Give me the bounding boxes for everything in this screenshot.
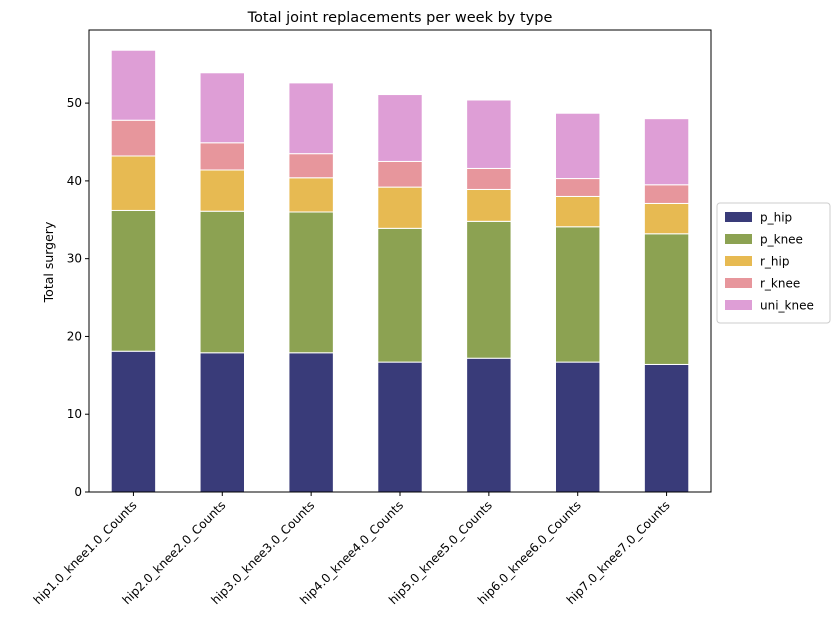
- y-axis-label: Total surgery: [41, 221, 56, 303]
- bar-uni_knee-6: [555, 112, 601, 180]
- bar-p_knee-4: [377, 227, 423, 363]
- bar-p_knee-5: [466, 220, 512, 359]
- bar-p_hip-7: [643, 363, 690, 493]
- x-tick-label: hip4.0_knee4.0_Counts: [297, 498, 406, 607]
- x-tick-label: hip7.0_knee7.0_Counts: [564, 498, 673, 607]
- bar-r_hip-7: [643, 202, 690, 235]
- bar-r_knee-3: [288, 153, 334, 179]
- bar-uni_knee-3: [288, 82, 334, 155]
- y-tick-label: 10: [67, 407, 82, 421]
- legend-label-p_knee: p_knee: [760, 233, 803, 247]
- y-tick-label: 50: [67, 96, 82, 110]
- x-tick-label: hip6.0_knee6.0_Counts: [475, 498, 584, 607]
- bars-layer: [110, 49, 690, 493]
- bar-uni_knee-4: [377, 94, 423, 162]
- legend-box: [716, 202, 831, 324]
- bar-r_knee-6: [555, 178, 601, 197]
- legend-label-r_hip: r_hip: [760, 255, 790, 269]
- x-tick-label: hip5.0_knee5.0_Counts: [386, 498, 495, 607]
- legend: p_hip p_knee r_hip r_knee uni_knee: [716, 202, 831, 324]
- x-tick-label: hip2.0_knee2.0_Counts: [120, 498, 229, 607]
- y-tick-label: 0: [74, 485, 82, 499]
- bar-p_knee-7: [643, 233, 690, 365]
- chart-title: Total joint replacements per week by typ…: [247, 10, 553, 26]
- y-tick-label: 30: [67, 252, 82, 266]
- legend-swatch-r_hip: [725, 256, 752, 266]
- bar-uni_knee-1: [110, 49, 157, 121]
- bar-uni_knee-5: [466, 99, 512, 169]
- bar-p_hip-5: [466, 357, 512, 493]
- bar-r_hip-5: [466, 188, 512, 222]
- bar-r_knee-2: [199, 142, 245, 171]
- bar-p_knee-1: [110, 209, 157, 352]
- x-axis: hip1.0_knee1.0_Countship2.0_knee2.0_Coun…: [31, 492, 673, 607]
- x-tick-label: hip3.0_knee3.0_Counts: [208, 498, 317, 607]
- legend-swatch-r_knee: [725, 278, 752, 288]
- legend-label-r_knee: r_knee: [760, 277, 800, 291]
- bar-r_knee-7: [643, 184, 690, 204]
- bar-p_hip-2: [199, 352, 245, 493]
- x-tick-label: hip1.0_knee1.0_Counts: [31, 498, 140, 607]
- plot-frame: [88, 29, 712, 493]
- y-tick-label: 40: [67, 174, 82, 188]
- bar-uni_knee-2: [199, 72, 245, 144]
- y-axis: 0 10 20 30 40 50: [67, 96, 89, 499]
- bar-r_knee-4: [377, 160, 423, 188]
- legend-swatch-p_hip: [725, 212, 752, 222]
- y-tick-label: 20: [67, 329, 82, 343]
- bar-p_hip-3: [288, 352, 334, 493]
- bar-r_knee-1: [110, 119, 157, 157]
- bar-p_knee-6: [555, 226, 601, 363]
- legend-label-p_hip: p_hip: [760, 211, 792, 225]
- legend-swatch-uni_knee: [725, 300, 752, 310]
- bar-r_hip-2: [199, 169, 245, 212]
- bar-p_knee-3: [288, 211, 334, 354]
- bar-p_hip-1: [110, 350, 157, 493]
- bar-r_hip-1: [110, 155, 157, 211]
- bar-p_hip-4: [377, 361, 423, 493]
- bar-r_knee-5: [466, 167, 512, 190]
- bar-r_hip-4: [377, 186, 423, 229]
- bar-r_hip-6: [555, 195, 601, 228]
- bar-p_knee-2: [199, 210, 245, 354]
- bar-p_hip-6: [555, 361, 601, 493]
- bar-uni_knee-7: [643, 118, 690, 186]
- legend-swatch-p_knee: [725, 234, 752, 244]
- legend-label-uni_knee: uni_knee: [760, 299, 814, 313]
- bar-r_hip-3: [288, 177, 334, 213]
